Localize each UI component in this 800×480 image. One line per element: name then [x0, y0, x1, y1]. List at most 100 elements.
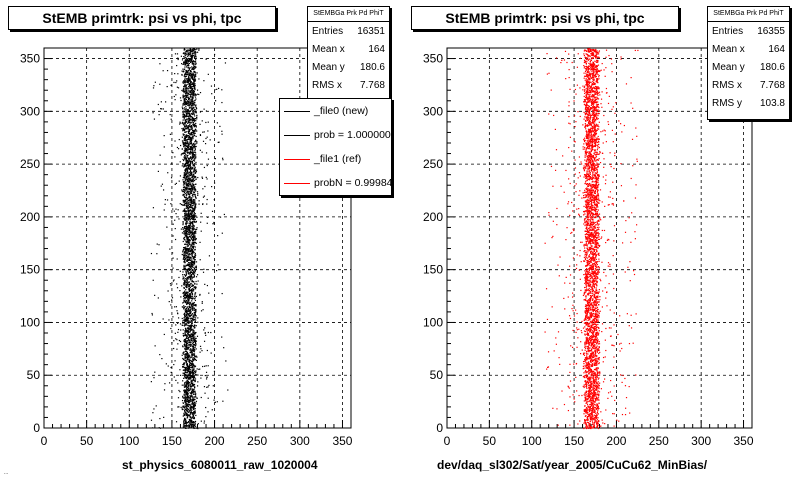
data-point	[199, 294, 201, 296]
data-point	[186, 410, 188, 413]
data-point	[190, 380, 193, 382]
data-point	[163, 209, 165, 211]
data-point	[194, 412, 196, 414]
data-point	[182, 365, 184, 368]
data-point	[170, 84, 172, 86]
data-point	[170, 371, 172, 373]
data-point	[185, 372, 187, 374]
data-point	[173, 363, 175, 366]
data-point	[188, 382, 190, 384]
data-point	[189, 407, 191, 409]
data-point	[189, 165, 191, 167]
data-point	[189, 150, 191, 153]
data-point	[190, 51, 193, 53]
data-point	[185, 201, 187, 203]
data-point	[188, 283, 190, 286]
data-point	[190, 369, 192, 371]
data-point	[217, 141, 219, 144]
data-point	[190, 410, 192, 413]
data-point	[194, 50, 196, 53]
data-point	[194, 238, 197, 240]
data-point	[187, 353, 189, 355]
right-plot-panel: 0 50 100 150 200 250 300 3500501001502002503003…	[423, 47, 754, 448]
data-point	[195, 348, 197, 350]
data-point	[187, 415, 189, 417]
data-point	[186, 380, 188, 383]
data-point	[174, 53, 177, 55]
data-point	[184, 196, 186, 198]
data-point	[190, 73, 192, 75]
data-point	[195, 337, 197, 340]
data-point	[190, 334, 192, 336]
data-point	[187, 206, 189, 209]
data-point	[192, 398, 194, 401]
data-point	[188, 265, 190, 268]
data-point	[596, 309, 598, 312]
data-point	[188, 53, 190, 56]
data-point	[183, 174, 185, 177]
data-point	[195, 63, 197, 65]
data-point	[186, 159, 188, 161]
data-point	[190, 407, 192, 410]
data-point	[193, 270, 195, 272]
data-point	[188, 329, 191, 331]
data-point	[193, 151, 195, 153]
data-point	[185, 175, 188, 178]
data-point	[193, 146, 195, 148]
data-point	[184, 339, 186, 342]
data-point	[185, 157, 188, 159]
data-point	[192, 268, 194, 271]
data-point	[190, 393, 192, 395]
data-point	[192, 424, 194, 426]
data-point	[186, 283, 188, 285]
data-point	[185, 57, 188, 60]
data-point	[193, 113, 195, 115]
data-point	[183, 92, 185, 94]
data-point	[182, 292, 184, 294]
data-point	[585, 167, 587, 170]
data-point	[189, 266, 191, 268]
data-point	[193, 157, 195, 159]
data-point	[186, 102, 188, 104]
data-point	[187, 142, 189, 144]
data-point	[188, 112, 190, 114]
data-point	[184, 348, 186, 350]
data-point	[193, 379, 195, 381]
data-point	[186, 94, 188, 96]
data-point	[569, 424, 571, 426]
data-point	[190, 206, 192, 208]
data-point	[193, 427, 195, 429]
data-point	[188, 196, 191, 198]
data-point	[192, 92, 195, 95]
data-point	[182, 227, 184, 229]
data-point	[565, 276, 567, 279]
data-point	[194, 135, 196, 137]
data-point	[187, 348, 189, 350]
data-point	[194, 205, 196, 207]
data-point	[194, 270, 196, 272]
data-point	[182, 329, 184, 331]
data-point	[191, 375, 193, 377]
data-point	[187, 355, 189, 357]
data-point	[202, 188, 204, 190]
data-point	[182, 186, 185, 188]
data-point	[186, 236, 188, 238]
data-point	[184, 149, 186, 152]
data-point	[158, 114, 160, 116]
data-point	[596, 306, 599, 309]
data-point	[187, 313, 189, 315]
data-point	[585, 339, 587, 341]
data-point	[184, 90, 186, 93]
data-point	[191, 302, 193, 304]
data-point	[188, 248, 191, 250]
data-point	[185, 285, 187, 288]
data-point	[167, 365, 169, 367]
data-point	[191, 213, 193, 215]
data-point	[183, 70, 185, 72]
data-point	[193, 48, 195, 51]
data-point	[182, 276, 184, 278]
data-point	[189, 425, 191, 427]
data-point	[184, 179, 186, 182]
data-point	[190, 223, 192, 225]
data-point	[186, 370, 189, 372]
